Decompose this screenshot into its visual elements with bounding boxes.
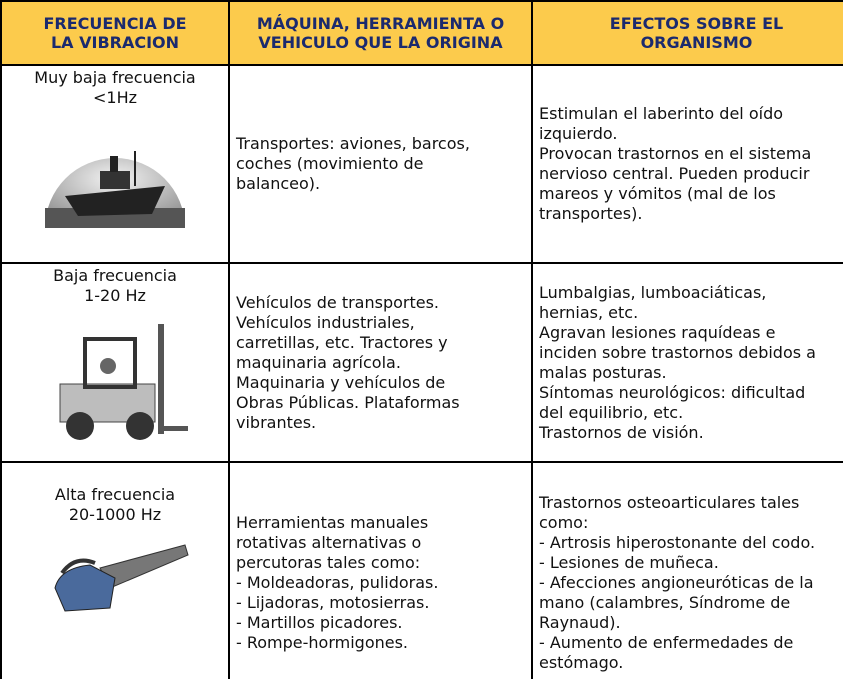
text-line: - Afecciones angioneuróticas de la — [539, 573, 814, 592]
text-line: Raynaud). — [539, 613, 621, 632]
text-line: transportes). — [539, 204, 643, 223]
text-line: Alta frecuencia — [54, 485, 176, 504]
ship-icon — [45, 151, 185, 228]
text-line: hernias, etc. — [539, 302, 639, 322]
text-line: rotativas alternativas o — [236, 533, 422, 552]
effects-cell: Estimulan el laberinto del oído izquierdo… — [531, 64, 843, 264]
text-line: Vehículos industriales, — [236, 312, 415, 332]
text-line: - Lesiones de muñeca. — [539, 553, 719, 572]
text-line: - Artrosis hiperostonante del codo. — [539, 533, 816, 552]
text-line: inciden sobre trastornos debidos a — [539, 342, 816, 362]
text-line: estómago. — [539, 653, 624, 672]
text-line: como: — [539, 513, 589, 532]
text-line: Trastornos osteoarticulares tales — [539, 493, 800, 512]
text-line: Síntomas neurológicos: dificultad — [539, 382, 806, 402]
text-line: - Lijadoras, motosierras. — [236, 593, 430, 612]
row: Alta frecuencia 20-1000 Hz Herramientas m… — [0, 461, 843, 679]
frequency-cell: Alta frecuencia 20-1000 Hz — [0, 461, 230, 679]
text-line: 20-1000 Hz — [68, 505, 162, 524]
text-line: VEHICULO QUE LA ORIGINA — [258, 33, 503, 52]
text-line: balanceo). — [236, 174, 321, 193]
row: Muy baja frecuencia <1Hz Transportes: avi… — [0, 64, 843, 264]
forklift-icon — [59, 324, 188, 440]
text-line: ORGANISMO — [640, 33, 753, 52]
text-line: - Moldeadoras, pulidoras. — [236, 573, 439, 592]
header-row: FRECUENCIA DE LA VIBRACION MÁQUINA, HERRA… — [0, 0, 843, 66]
frequency-cell: Muy baja frecuencia <1Hz — [0, 64, 230, 264]
row: Baja frecuencia 1-20 Hz Vehículos de tran… — [0, 262, 843, 463]
header-cell: MÁQUINA, HERRAMIENTA O VEHICULO QUE LA OR… — [228, 0, 533, 66]
text-line: Obras Públicas. Plataformas — [236, 392, 460, 412]
effects-cell: Lumbalgias, lumboaciáticas, hernias, etc.… — [531, 262, 843, 463]
text-line: Trastornos de visión. — [539, 422, 704, 442]
text-line: Estimulan el laberinto del oído — [539, 104, 784, 123]
text-line: maquinaria agrícola. — [236, 352, 401, 372]
frequency-cell: Baja frecuencia 1-20 Hz — [0, 262, 230, 463]
text-line: EFECTOS SOBRE EL — [609, 14, 784, 33]
text-line: mareos y vómitos (mal de los — [539, 184, 776, 203]
text-line: percutoras tales como: — [236, 553, 421, 572]
text-line: LA VIBRACION — [50, 33, 180, 52]
text-line: MÁQUINA, HERRAMIENTA O — [256, 14, 505, 33]
text-line: Vehículos de transportes. — [236, 292, 440, 312]
text-line: - Rompe-hormigones. — [236, 633, 409, 652]
text-line: Lumbalgias, lumboaciáticas, — [539, 282, 767, 302]
text-line: 1-20 Hz — [84, 286, 146, 305]
text-line: malas posturas. — [539, 362, 667, 382]
text-line: Baja frecuencia — [53, 266, 177, 285]
header-cell: FRECUENCIA DE LA VIBRACION — [0, 0, 230, 66]
text-line: izquierdo. — [539, 124, 618, 143]
text-line: nervioso central. Pueden producir — [539, 164, 810, 183]
text-line: FRECUENCIA DE — [43, 14, 187, 33]
source-cell: Transportes: aviones, barcos, coches (mov… — [228, 64, 533, 264]
text-line: vibrantes. — [236, 412, 317, 432]
text-line: <1Hz — [92, 88, 137, 107]
source-cell: Vehículos de transportes. Vehículos indus… — [228, 262, 533, 463]
text-line: Agravan lesiones raquídeas e — [539, 322, 776, 342]
effects-cell: Trastornos osteoarticulares tales como: - … — [531, 461, 843, 679]
text-line: - Martillos picadores. — [236, 613, 403, 632]
text-line: Herramientas manuales — [236, 513, 429, 532]
text-line: Maquinaria y vehículos de — [236, 372, 446, 392]
text-line: Provocan trastornos en el sistema — [539, 144, 812, 163]
text-line: mano (calambres, Síndrome de — [539, 593, 791, 612]
chainsaw-icon — [54, 544, 189, 612]
text-line: carretillas, etc. Tractores y — [236, 332, 448, 352]
source-cell: Herramientas manuales rotativas alternati… — [228, 461, 533, 679]
text-line: Transportes: aviones, barcos, — [236, 134, 470, 153]
header-cell: EFECTOS SOBRE EL ORGANISMO — [531, 0, 843, 66]
text-line: - Aumento de enfermedades de — [539, 633, 794, 652]
text-line: del equilibrio, etc. — [539, 402, 684, 422]
text-line: coches (movimiento de — [236, 154, 424, 173]
text-line: Muy baja frecuencia — [34, 68, 196, 87]
